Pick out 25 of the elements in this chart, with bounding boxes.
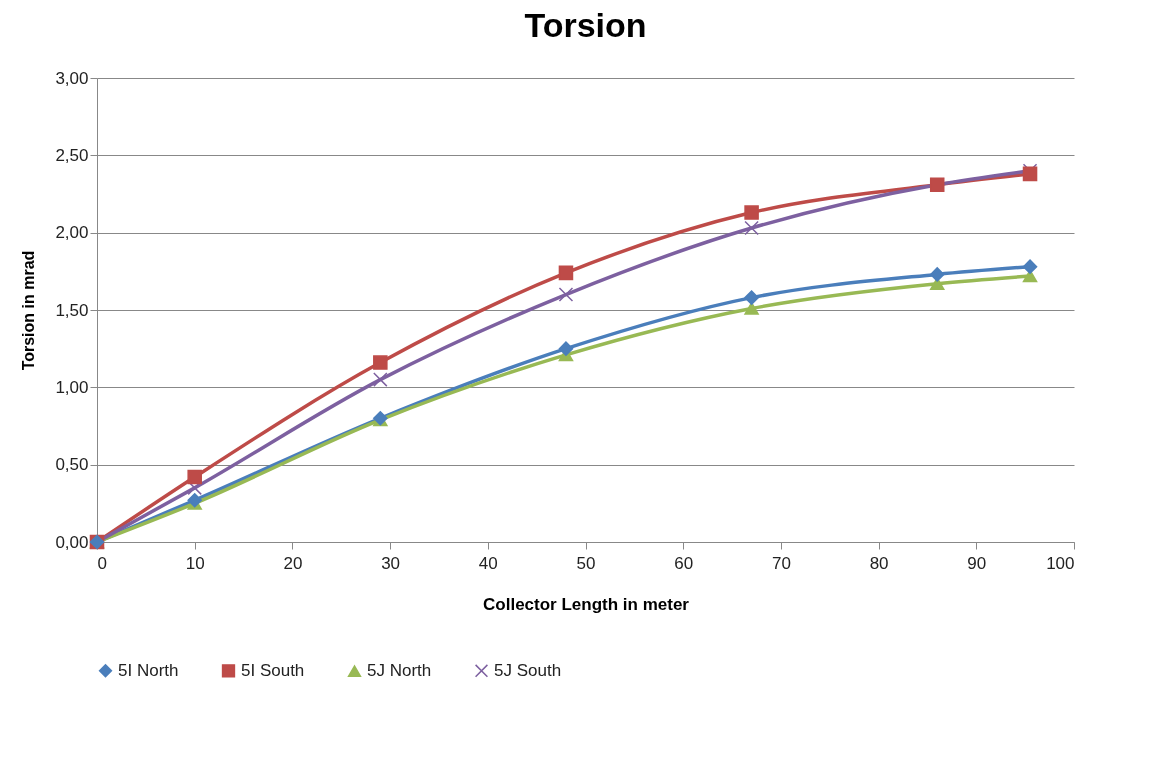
legend-label: 5J North [367, 661, 432, 681]
x-tick-label: 50 [576, 553, 596, 573]
legend-label: 5I North [118, 660, 179, 680]
x-tick-label: 100 [1046, 553, 1075, 573]
legend-label: 5I South [241, 660, 305, 680]
legend-label: 5J South [494, 660, 562, 680]
x-tick-label: 0 [97, 553, 107, 573]
x-tick-label: 70 [771, 553, 791, 573]
y-axis-title: Torsion in mrad [20, 250, 38, 371]
x-tick-label: 30 [381, 553, 401, 573]
y-tick-label: 0,50 [55, 455, 89, 475]
y-tick-label: 3,00 [55, 68, 89, 88]
x-tick-label: 10 [185, 553, 205, 573]
x-tick-label: 60 [674, 553, 694, 573]
x-tick-label: 40 [478, 553, 498, 573]
x-tick-label: 20 [283, 553, 303, 573]
chart-title: Torsion [524, 6, 647, 44]
x-axis-title: Collector Length in meter [483, 594, 690, 614]
y-tick-label: 1,50 [55, 300, 89, 320]
y-tick-label: 1,00 [55, 377, 89, 397]
x-tick-label: 80 [869, 553, 889, 573]
x-tick-label: 90 [967, 553, 987, 573]
y-tick-label: 2,50 [55, 145, 89, 165]
y-tick-label: 0,00 [55, 532, 89, 552]
y-tick-label: 2,00 [55, 223, 89, 243]
